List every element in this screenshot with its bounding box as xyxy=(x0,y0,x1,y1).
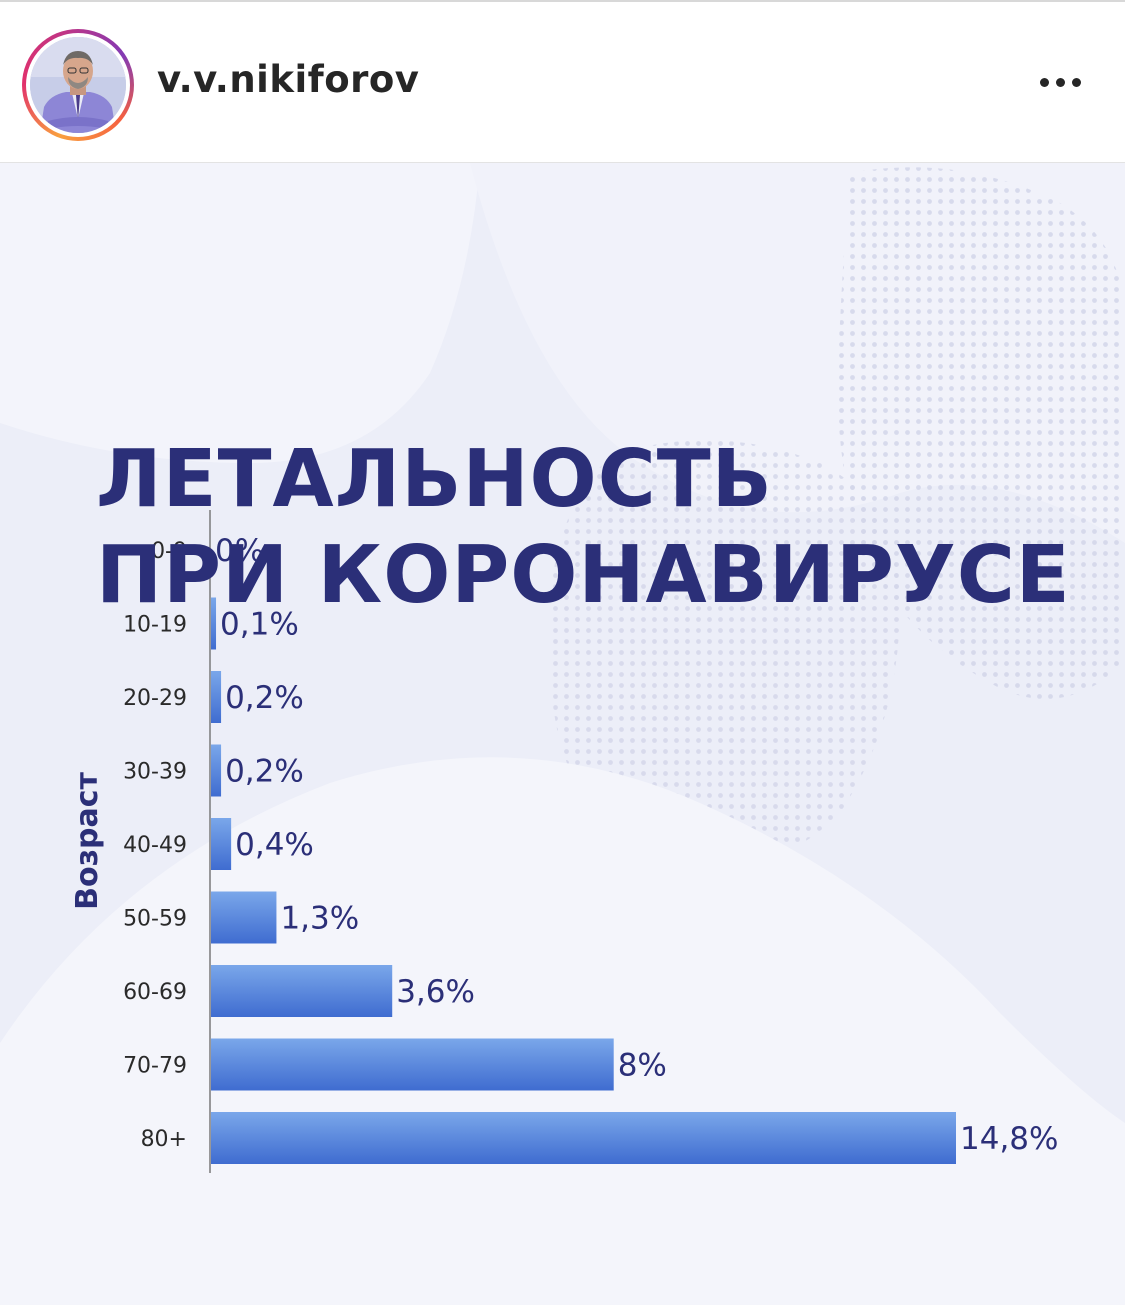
bar xyxy=(211,1112,956,1164)
category-label: 30-39 xyxy=(123,760,187,785)
bar-chart: Возраст 0-9 0% 10-19 0,1% 20-29 0,2% 30-39 0,2%… xyxy=(70,510,1058,1173)
post-image: Возраст 0-9 0% 10-19 0,1% 20-29 0,2% 30-39 0,2%… xyxy=(0,163,1125,1305)
bar xyxy=(211,1038,614,1091)
username[interactable]: v.v.nikiforov xyxy=(157,58,420,101)
bars: 0-9 0% 10-19 0,1% 20-29 0,2% 30-39 0,2% 40-49 0,4… xyxy=(123,533,1058,1164)
value-label: 3,6% xyxy=(396,974,475,1010)
title-line-2: ПРИ КОРОНАВИРУСЕ xyxy=(96,529,1071,621)
category-label: 50-59 xyxy=(123,907,187,932)
bar xyxy=(211,597,217,650)
avatar[interactable] xyxy=(30,37,126,133)
value-label: 8% xyxy=(618,1048,667,1084)
more-options-button[interactable] xyxy=(1030,64,1090,100)
chart-title: ЛЕТАЛЬНОСТЬ ПРИ КОРОНАВИРУСЕ xyxy=(96,431,1071,623)
story-ring[interactable] xyxy=(22,29,134,141)
bar xyxy=(211,818,232,870)
y-axis-title: Возраст xyxy=(70,771,105,909)
bar xyxy=(211,965,393,1017)
profile-photo-icon xyxy=(30,37,126,133)
value-label: 1,3% xyxy=(280,901,359,937)
category-label: 20-29 xyxy=(123,686,187,711)
top-divider xyxy=(0,0,1125,2)
value-label: 0,4% xyxy=(235,827,314,863)
background-decoration xyxy=(0,163,1125,1305)
category-label: 80+ xyxy=(141,1127,187,1152)
bar xyxy=(211,671,222,723)
category-label: 70-79 xyxy=(123,1054,187,1079)
bar xyxy=(211,744,222,797)
category-label: 10-19 xyxy=(123,613,187,638)
category-label: 0-9 xyxy=(151,539,187,564)
post-header: v.v.nikiforov xyxy=(0,2,1125,163)
category-label: 60-69 xyxy=(123,980,187,1005)
category-label: 40-49 xyxy=(123,833,187,858)
value-label: 0% xyxy=(215,533,264,569)
value-label: 0,2% xyxy=(225,754,304,790)
bar xyxy=(211,891,277,944)
value-label: 0,1% xyxy=(220,607,299,643)
value-label: 0,2% xyxy=(225,680,304,716)
title-line-1: ЛЕТАЛЬНОСТЬ xyxy=(96,433,773,525)
more-horizontal-icon xyxy=(1039,77,1049,87)
value-label: 14,8% xyxy=(960,1121,1058,1157)
